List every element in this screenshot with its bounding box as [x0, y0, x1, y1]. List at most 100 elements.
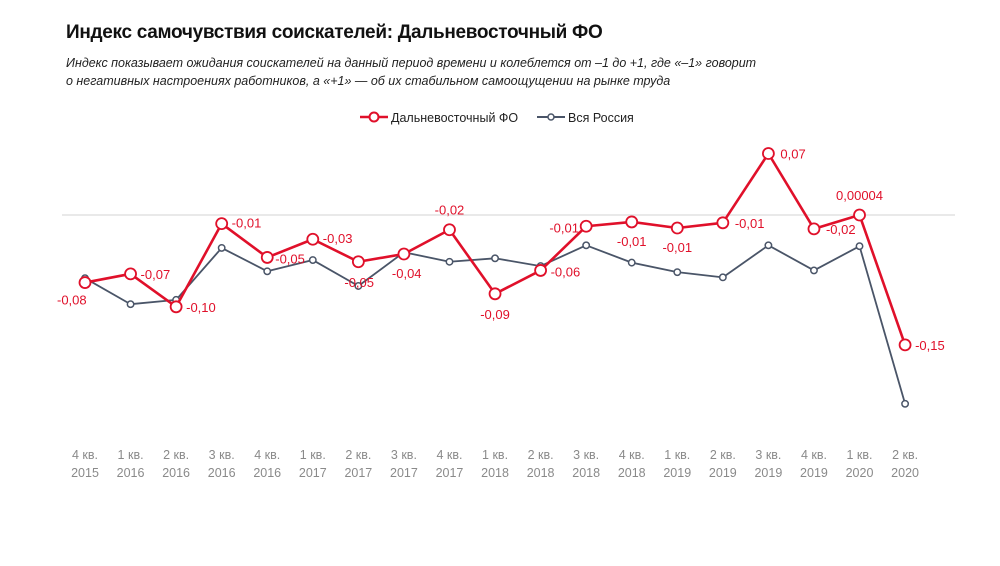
- data-label: -0,08: [57, 293, 87, 308]
- x-tick-label: 4 кв.: [254, 448, 280, 462]
- x-tick-label: 1 кв.: [847, 448, 873, 462]
- data-label: -0,06: [551, 264, 581, 279]
- x-tick-label: 2018: [527, 466, 555, 480]
- x-tick-label: 3 кв.: [391, 448, 417, 462]
- data-label: -0,09: [480, 307, 510, 322]
- far-east-point: [625, 215, 639, 229]
- far-east-point: [716, 216, 730, 230]
- russia-point: [855, 242, 864, 251]
- x-tick-label: 2017: [299, 466, 327, 480]
- x-tick-label: 2 кв.: [528, 448, 554, 462]
- far-east-point: [534, 264, 547, 277]
- x-tick-label: 2 кв.: [345, 448, 371, 462]
- far-east-point: [898, 338, 912, 352]
- far-east-point: [579, 219, 593, 233]
- legend-marker-1: [547, 113, 555, 121]
- far-east-point: [215, 217, 229, 231]
- russia-point: [718, 273, 727, 282]
- far-east-point: [488, 287, 502, 301]
- x-tick-label: 4 кв.: [801, 448, 827, 462]
- x-tick-label: 3 кв.: [209, 448, 235, 462]
- x-tick-label: 2017: [390, 466, 418, 480]
- data-label: -0,05: [344, 275, 374, 290]
- legend-marker-0: [368, 111, 380, 123]
- x-tick-label: 2016: [253, 466, 281, 480]
- data-label: -0,03: [323, 231, 353, 246]
- far-east-point: [853, 208, 866, 222]
- x-tick-label: 2017: [344, 466, 372, 480]
- far-east-point: [397, 247, 411, 261]
- far-east-point: [807, 222, 821, 236]
- data-label: 0,07: [780, 147, 805, 162]
- legend-label-0: Дальневосточный ФО: [391, 111, 518, 125]
- russia-point: [126, 300, 135, 309]
- subtitle-line-1: Индекс показывает ожидания соискателей н…: [66, 56, 757, 70]
- x-tick-label: 2015: [71, 466, 99, 480]
- data-label: -0,01: [617, 234, 647, 249]
- x-tick-label: 2 кв.: [163, 448, 189, 462]
- data-label: -0,01: [549, 220, 579, 235]
- russia-point: [445, 257, 454, 266]
- data-label: -0,04: [392, 266, 422, 281]
- russia-point: [491, 254, 499, 263]
- x-tick-label: 1 кв.: [300, 448, 326, 462]
- x-tick-label: 2 кв.: [892, 448, 918, 462]
- far-east-point: [762, 147, 775, 160]
- x-tick-label: 2020: [891, 466, 919, 480]
- x-tick-label: 2016: [208, 466, 236, 480]
- russia-point: [308, 256, 317, 264]
- russia-point: [263, 267, 272, 276]
- x-tick-label: 1 кв.: [482, 448, 508, 462]
- x-tick-label: 2019: [663, 466, 691, 480]
- russia-point: [217, 243, 226, 252]
- legend-label-1: Вся Россия: [568, 111, 634, 125]
- x-tick-label: 2018: [618, 466, 646, 480]
- far-east-point: [670, 221, 684, 235]
- x-tick-label: 2016: [162, 466, 190, 480]
- data-label: -0,15: [915, 338, 945, 353]
- x-tick-label: 2019: [800, 466, 828, 480]
- data-label: -0,01: [232, 216, 262, 231]
- data-label: -0,02: [826, 222, 856, 237]
- chart-subtitle: Индекс показывает ожидания соискателей н…: [66, 54, 766, 90]
- x-tick-label: 3 кв.: [755, 448, 781, 462]
- russia-point: [673, 268, 682, 277]
- x-tick-label: 2 кв.: [710, 448, 736, 462]
- x-tick-label: 2017: [436, 466, 464, 480]
- russia-point: [627, 258, 636, 267]
- x-tick-label: 3 кв.: [573, 448, 599, 462]
- russia-point: [354, 282, 363, 290]
- data-label: -0,10: [186, 300, 216, 315]
- x-tick-label: 4 кв.: [72, 448, 98, 462]
- data-label: -0,05: [275, 251, 305, 266]
- russia-point: [764, 241, 773, 250]
- data-label: -0,07: [141, 267, 171, 282]
- x-tick-label: 1 кв.: [664, 448, 690, 462]
- x-tick-label: 1 кв.: [118, 448, 144, 462]
- far-east-point: [351, 255, 365, 269]
- x-tick-label: 2019: [754, 466, 782, 480]
- x-tick-label: 2018: [572, 466, 600, 480]
- x-tick-label: 4 кв.: [619, 448, 645, 462]
- far-east-point: [169, 300, 183, 314]
- russia-point: [810, 266, 818, 275]
- subtitle-line-2: о негативных настроениях работников, а «…: [66, 74, 671, 88]
- x-tick-label: 2020: [846, 466, 874, 480]
- far-east-point: [260, 251, 274, 264]
- data-label: -0,01: [735, 216, 765, 231]
- x-tick-label: 2016: [117, 466, 145, 480]
- far-east-point: [124, 267, 137, 281]
- russia-point: [582, 241, 591, 250]
- series-line-russia: [84, 244, 906, 405]
- x-tick-label: 2019: [709, 466, 737, 480]
- x-tick-label: 4 кв.: [436, 448, 462, 462]
- data-label: -0,02: [435, 203, 465, 218]
- far-east-point: [306, 232, 320, 246]
- far-east-point: [78, 276, 92, 289]
- x-tick-label: 2018: [481, 466, 509, 480]
- far-east-point: [443, 223, 456, 237]
- russia-point: [901, 399, 910, 408]
- data-label: 0,00004: [836, 188, 883, 203]
- chart-title: Индекс самочувствия соискателей: Дальнев…: [66, 22, 603, 43]
